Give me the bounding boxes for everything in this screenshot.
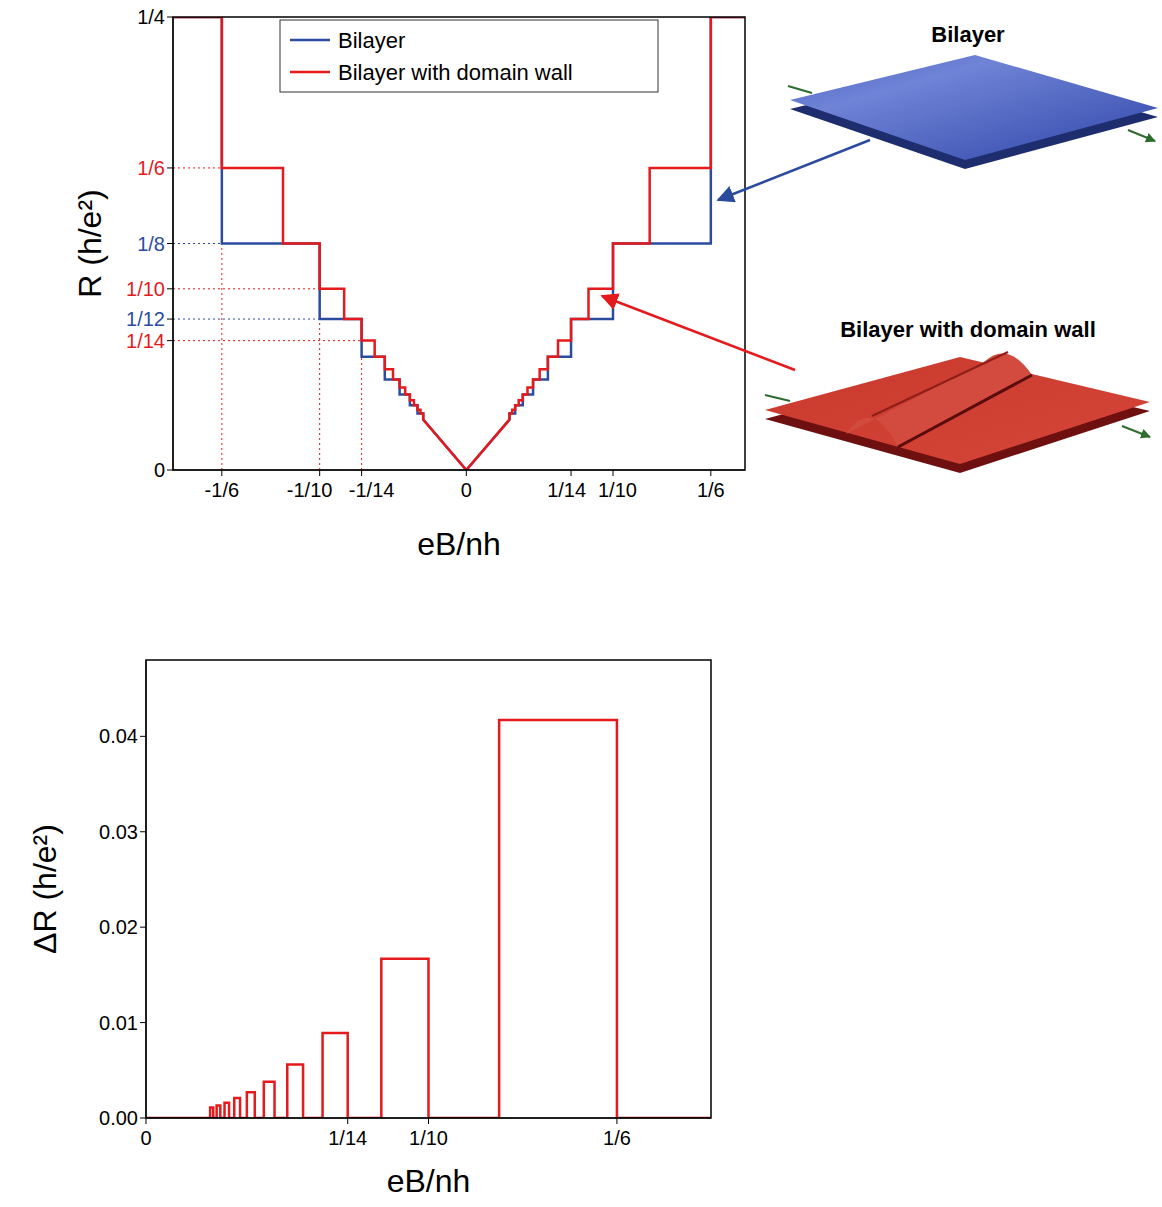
svg-text:1/10: 1/10 xyxy=(126,278,165,300)
svg-text:1/6: 1/6 xyxy=(697,479,725,501)
svg-text:0.02: 0.02 xyxy=(99,916,138,938)
svg-text:1/10: 1/10 xyxy=(598,479,637,501)
svg-text:-1/6: -1/6 xyxy=(205,479,239,501)
svg-text:-1/14: -1/14 xyxy=(349,479,395,501)
svg-text:1/10: 1/10 xyxy=(409,1127,448,1149)
svg-text:0: 0 xyxy=(140,1127,151,1149)
svg-text:0: 0 xyxy=(461,479,472,501)
svg-text:1/14: 1/14 xyxy=(547,479,586,501)
svg-text:eB/nh: eB/nh xyxy=(387,1163,471,1199)
svg-text:R (h/e²): R (h/e²) xyxy=(72,189,108,297)
svg-text:0.04: 0.04 xyxy=(99,725,138,747)
svg-text:-1/10: -1/10 xyxy=(287,479,333,501)
svg-text:eB/nh: eB/nh xyxy=(417,526,501,562)
svg-text:1/4: 1/4 xyxy=(137,6,165,28)
svg-text:0.00: 0.00 xyxy=(99,1107,138,1129)
svg-text:0.01: 0.01 xyxy=(99,1012,138,1034)
svg-text:0: 0 xyxy=(154,459,165,481)
svg-text:0.03: 0.03 xyxy=(99,821,138,843)
svg-text:1/6: 1/6 xyxy=(603,1127,631,1149)
svg-text:Bilayer: Bilayer xyxy=(931,22,1005,47)
svg-text:1/12: 1/12 xyxy=(126,308,165,330)
svg-text:Bilayer with domain wall: Bilayer with domain wall xyxy=(338,60,573,85)
svg-text:1/8: 1/8 xyxy=(137,233,165,255)
svg-text:1/6: 1/6 xyxy=(137,157,165,179)
svg-text:Bilayer: Bilayer xyxy=(338,28,405,53)
svg-text:Bilayer with domain wall: Bilayer with domain wall xyxy=(840,317,1096,342)
svg-text:1/14: 1/14 xyxy=(126,330,165,352)
svg-text:ΔR (h/e²): ΔR (h/e²) xyxy=(27,824,63,954)
svg-text:1/14: 1/14 xyxy=(328,1127,367,1149)
